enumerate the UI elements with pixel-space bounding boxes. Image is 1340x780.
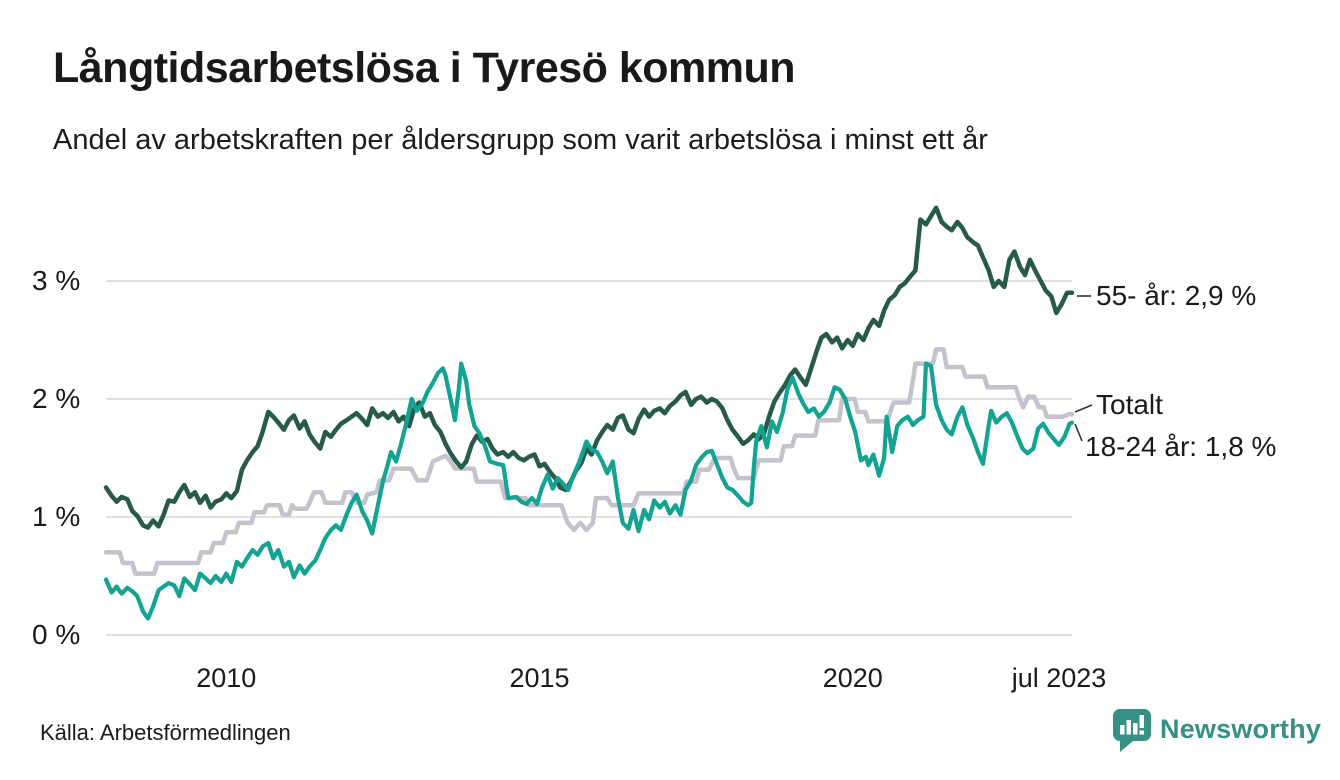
brand-wordmark: Newsworthy (1160, 714, 1322, 744)
newsworthy-icon (1113, 709, 1151, 752)
x-axis-tick-label: 2020 (822, 663, 883, 693)
end-label-connector-2 (1074, 423, 1083, 442)
brand-logo: Newsworthy (1112, 708, 1321, 754)
source-note: Källa: Arbetsförmedlingen (40, 720, 291, 745)
end-label-connector-1 (1074, 404, 1093, 413)
series-end-label-2: 18-24 år: 1,8 % (1085, 430, 1277, 462)
series-line-2 (103, 361, 1075, 621)
series-line-0 (103, 205, 1075, 530)
series-end-label-0: 55- år: 2,9 % (1096, 279, 1257, 311)
page-title: Långtidsarbetslösa i Tyresö kommun (53, 44, 796, 92)
y-axis-tick-label: 3 % (32, 265, 81, 296)
x-axis-tick-label: jul 2023 (1011, 663, 1107, 693)
y-axis-tick-label: 0 % (32, 619, 81, 650)
page-subtitle: Andel av arbetskraften per åldersgrupp s… (53, 124, 988, 156)
x-axis-tick-label: 2010 (196, 663, 257, 693)
series-end-label-1: Totalt (1096, 389, 1163, 421)
x-axis-tick-label: 2015 (509, 663, 570, 693)
y-axis-tick-label: 2 % (32, 383, 81, 414)
y-axis-tick-label: 1 % (32, 501, 81, 532)
